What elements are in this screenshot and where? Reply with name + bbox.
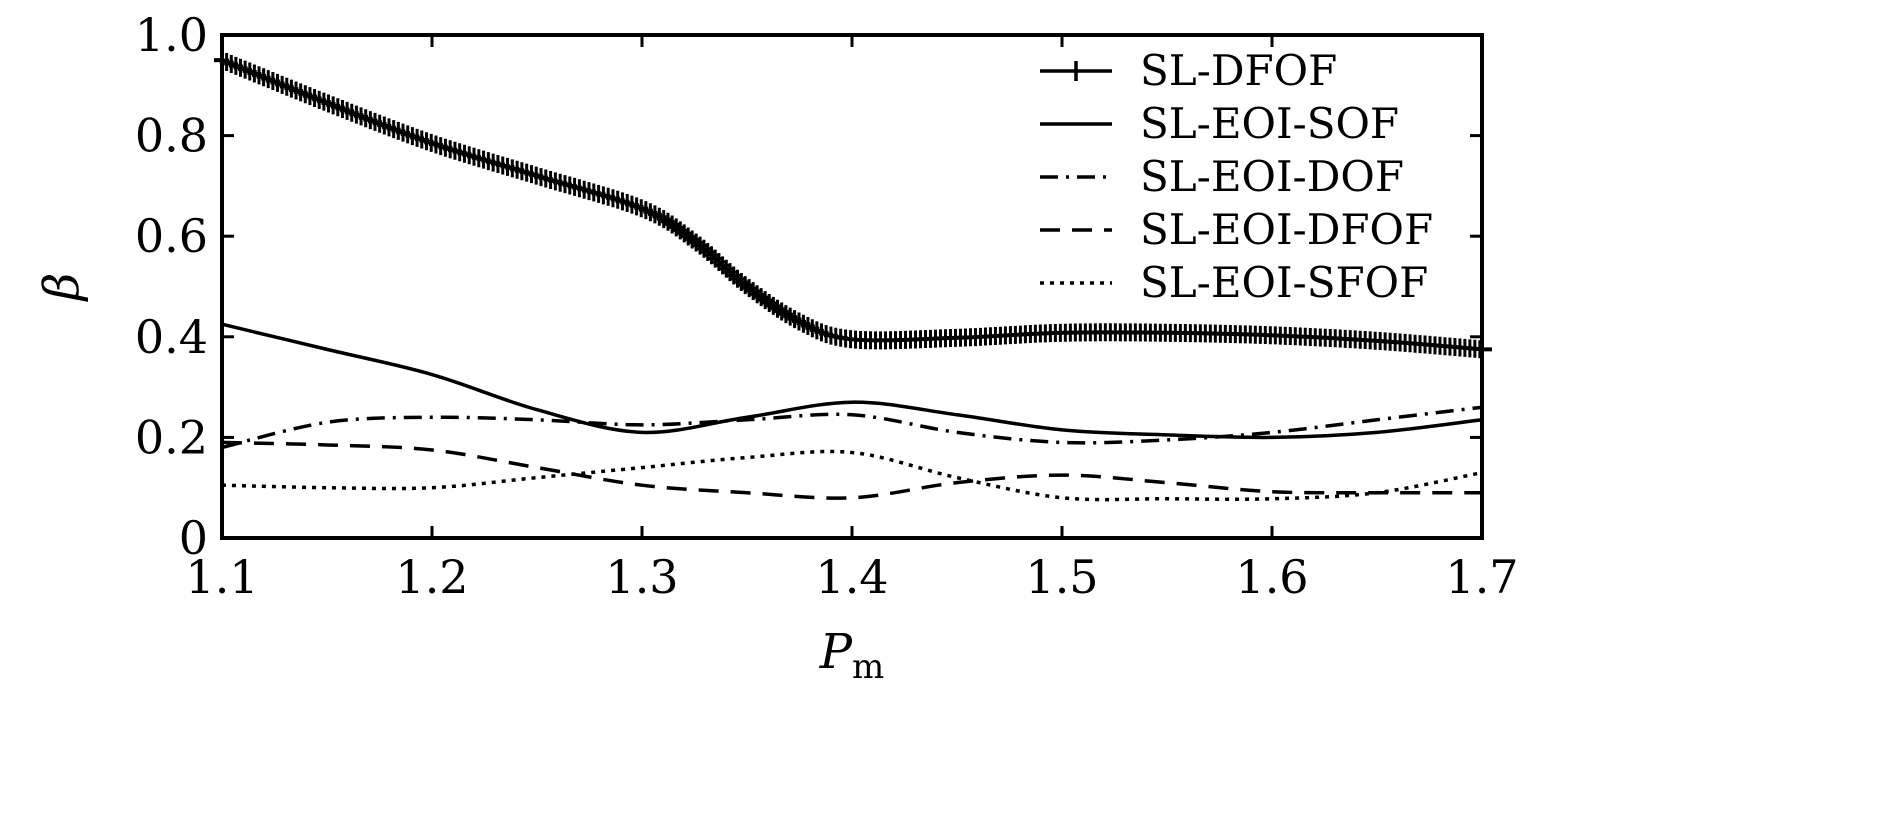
y-tick-label: 0.4 <box>135 310 208 364</box>
y-tick-label: 0.2 <box>135 410 208 464</box>
series-line-sl-eoi-dof <box>221 405 1483 450</box>
y-tick-label: 1.0 <box>135 8 208 62</box>
x-tick-label: 1.6 <box>1235 550 1308 604</box>
x-tick-label: 1.3 <box>605 550 678 604</box>
legend-label: SL-EOI-DOF <box>1140 152 1404 201</box>
x-tick-label: 1.7 <box>1445 550 1518 604</box>
x-tick-label: 1.2 <box>395 550 468 604</box>
legend-label: SL-EOI-SOF <box>1140 99 1399 148</box>
legend-label: SL-DFOF <box>1140 46 1337 95</box>
series-layer <box>214 51 1492 502</box>
series-sl-eoi-dfof <box>221 440 1483 500</box>
x-tick-label: 1.5 <box>1025 550 1098 604</box>
y-tick-label: 0 <box>179 511 208 565</box>
series-line-sl-eoi-sfof <box>221 449 1483 502</box>
legend-label: SL-EOI-SFOF <box>1140 258 1428 307</box>
legend-item-sl-eoi-dfof: SL-EOI-DFOF <box>1040 205 1433 254</box>
series-line-sl-eoi-sof <box>221 322 1483 440</box>
legend-item-sl-eoi-sof: SL-EOI-SOF <box>1040 99 1399 148</box>
series-sl-eoi-sfof <box>221 449 1483 502</box>
legend-item-sl-dfof: SL-DFOF <box>1040 46 1337 95</box>
series-sl-eoi-sof <box>221 322 1483 440</box>
x-tick-label: 1.1 <box>185 550 258 604</box>
series-line-sl-eoi-dfof <box>221 440 1483 500</box>
x-tick-label: 1.4 <box>815 550 888 604</box>
x-axis-title: Pm <box>819 624 885 687</box>
y-tick-label: 0.6 <box>135 209 208 263</box>
x-axis-title-main: P <box>819 624 853 680</box>
series-sl-eoi-dof <box>221 405 1483 450</box>
legend: SL-DFOFSL-EOI-SOFSL-EOI-DOFSL-EOI-DFOFSL… <box>1040 46 1433 307</box>
ticks-layer: 1.1 1.2 1.3 1.4 1.5 1.6 1.7 0 0.2 0.4 0.6 0.8 1.0 <box>135 8 1519 604</box>
legend-label: SL-EOI-DFOF <box>1140 205 1433 254</box>
series-sl-dfof <box>214 51 1492 359</box>
y-axis-title: β <box>34 273 90 303</box>
legend-item-sl-eoi-sfof: SL-EOI-SFOF <box>1040 258 1428 307</box>
legend-item-sl-eoi-dof: SL-EOI-DOF <box>1040 152 1404 201</box>
x-axis-title-subscript: m <box>852 647 884 687</box>
y-tick-label: 0.8 <box>135 109 208 163</box>
